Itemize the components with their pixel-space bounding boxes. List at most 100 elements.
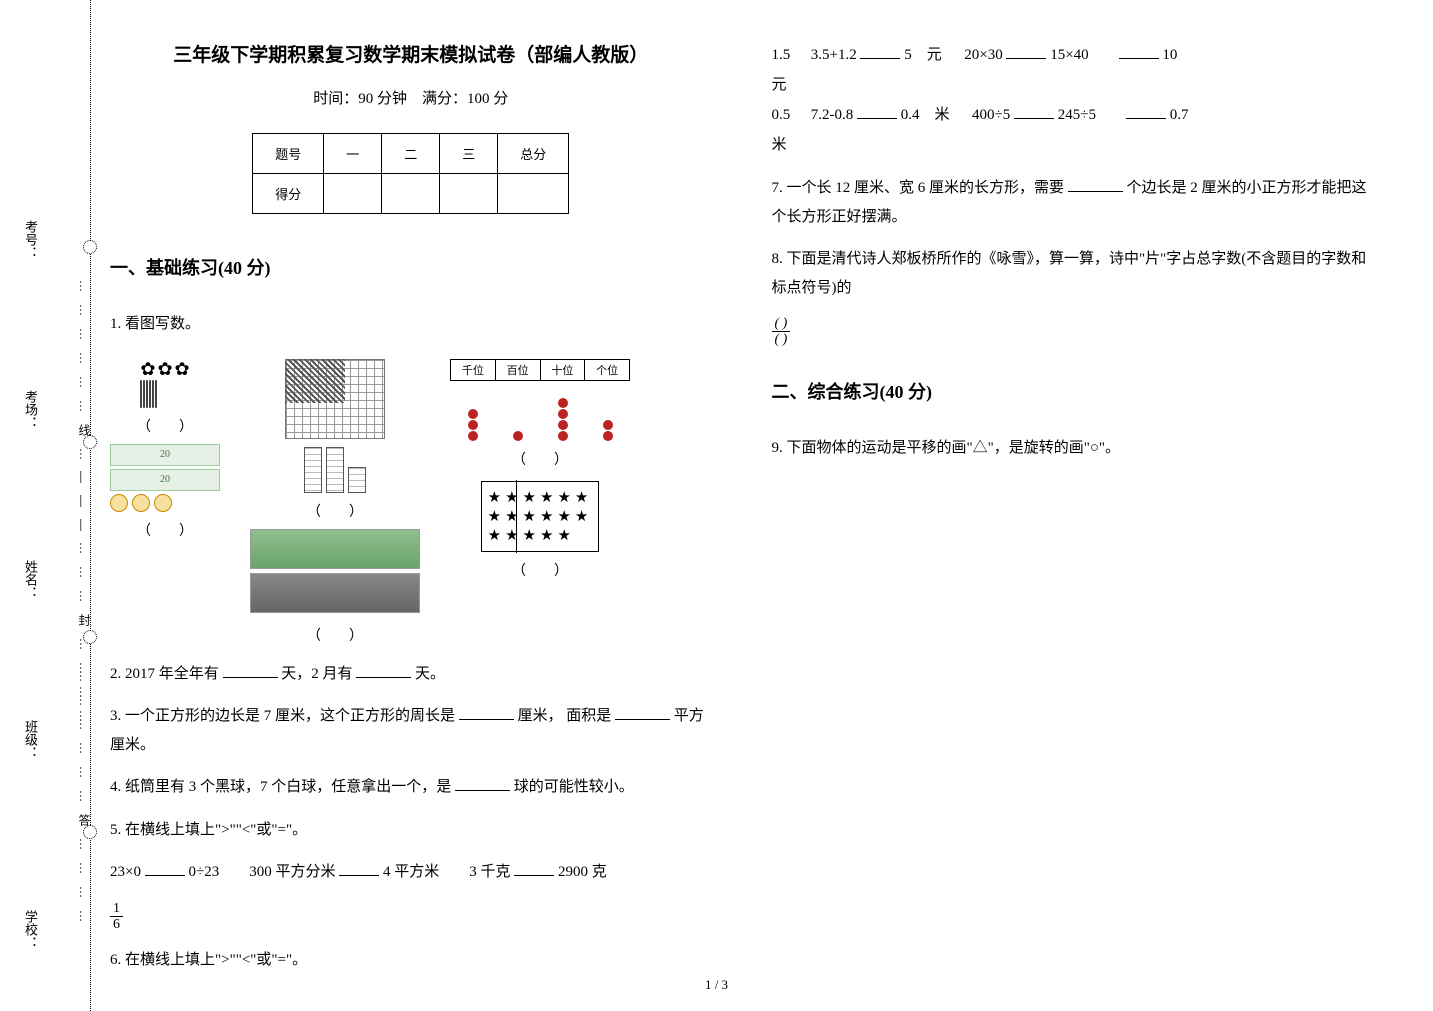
score-cell[interactable] xyxy=(498,174,569,214)
score-cell[interactable] xyxy=(382,174,440,214)
question-6-row1: 1.5元 3.5+1.2 5 元 20×30 15×40 10 xyxy=(772,40,1374,100)
section-heading-2: 二、综合练习(40 分) xyxy=(772,378,1374,404)
q3-text-b: 厘米， xyxy=(518,708,563,724)
place-label: 十位 xyxy=(541,360,586,380)
fraction[interactable]: ( ) ( ) xyxy=(772,316,791,348)
fill-blank[interactable] xyxy=(860,43,900,60)
question-8: 8. 下面是清代诗人郑板桥所作的《咏雪》，算一算，诗中"片"字占总字数(不含题目… xyxy=(772,245,1374,302)
star-row: ★★★★★★ xyxy=(488,488,593,507)
fill-blank[interactable] xyxy=(857,103,897,120)
paren-blank[interactable]: （ ） xyxy=(512,560,568,580)
spine-label-class: 班级： xyxy=(20,720,40,759)
q5-e: 3 千克 xyxy=(469,864,510,880)
fill-blank[interactable] xyxy=(339,860,379,877)
fill-blank[interactable] xyxy=(1068,176,1123,193)
coin-icon xyxy=(154,494,172,512)
q2-text-a: 2. 2017 年全年有 xyxy=(110,666,219,682)
fill-blank[interactable] xyxy=(1006,43,1046,60)
q1-figure-set: ✿ ✿ ✿ （ ） 20 20 （ ） xyxy=(110,359,712,645)
score-cell[interactable] xyxy=(324,174,382,214)
fraction-den[interactable]: ( ) xyxy=(772,332,791,347)
fill-blank[interactable] xyxy=(1119,43,1159,60)
q2-text-b: 天，2 月有 xyxy=(281,666,352,682)
place-label: 个位 xyxy=(585,360,629,380)
q6-c: 20×30 xyxy=(964,47,1002,63)
flower-row: ✿ ✿ ✿ xyxy=(140,359,189,380)
q2-text-c: 天。 xyxy=(415,666,445,682)
score-header-cell: 一 xyxy=(324,134,382,174)
spine-label-name: 姓名： xyxy=(20,560,40,599)
abacus-col xyxy=(495,381,540,441)
table-row: 得分 xyxy=(253,174,569,214)
table-row: 题号 一 二 三 总分 xyxy=(253,134,569,174)
q7-text-a: 7. 一个长 12 厘米、宽 6 厘米的长方形，需要 xyxy=(772,180,1065,196)
q6-av: 5 xyxy=(904,47,912,63)
fill-blank[interactable] xyxy=(459,704,514,721)
grid-shade xyxy=(285,359,345,403)
fill-blank[interactable] xyxy=(145,860,185,877)
fraction-num: 1 xyxy=(110,901,123,917)
q6-rest2: 7.2-0.8 0.4 米 400÷5 245÷5 0.7 xyxy=(800,100,1374,160)
panel-green xyxy=(250,529,420,569)
bead-icon xyxy=(558,409,568,419)
score-cell[interactable] xyxy=(440,174,498,214)
fill-blank[interactable] xyxy=(1126,103,1166,120)
fill-blank[interactable] xyxy=(223,661,278,678)
fraction-1-6: 1 6 xyxy=(110,901,712,933)
q4-text-b: 球的可能性较小。 xyxy=(514,779,634,795)
q6-ev: 0.4 xyxy=(901,107,920,123)
bill-20: 20 xyxy=(110,469,220,491)
paren-blank[interactable]: （ ） xyxy=(307,625,363,645)
question-6-row2: 0.5米 7.2-0.8 0.4 米 400÷5 245÷5 0.7 xyxy=(772,100,1374,160)
bead-icon xyxy=(558,431,568,441)
coin-row xyxy=(110,494,220,512)
fill-blank[interactable] xyxy=(356,661,411,678)
question-2: 2. 2017 年全年有 天，2 月有 天。 xyxy=(110,660,712,689)
tally-marks xyxy=(140,380,189,408)
q6-b: 元 xyxy=(927,47,942,63)
q6-left2: 0.5米 xyxy=(772,100,800,160)
question-6-head: 6. 在横线上填上">""<"或"="。 xyxy=(110,946,712,975)
spine-label-room: 考场： xyxy=(20,390,40,429)
star-row: ★★★★★ xyxy=(488,526,593,545)
panel-grey xyxy=(250,573,420,613)
grid-figure xyxy=(285,359,385,439)
score-header-cell: 总分 xyxy=(498,134,569,174)
page-content: 三年级下学期积累复习数学期末模拟试卷（部编人教版） 时间：90 分钟 满分：10… xyxy=(110,40,1373,991)
q3-text-a: 3. 一个正方形的边长是 7 厘米，这个正方形的周长是 xyxy=(110,708,455,724)
cube-icon xyxy=(326,447,344,493)
place-label: 百位 xyxy=(496,360,541,380)
place-label: 千位 xyxy=(451,360,496,380)
flower-icon: ✿ xyxy=(157,359,172,380)
place-header: 千位 百位 十位 个位 xyxy=(450,359,630,381)
exam-title: 三年级下学期积累复习数学期末模拟试卷（部编人教版） xyxy=(110,40,712,67)
q6-e: 7.2-0.8 xyxy=(811,107,854,123)
abacus-col xyxy=(540,381,585,441)
q6-f: 米 xyxy=(935,107,950,123)
cube-row xyxy=(304,447,366,493)
scene-panels xyxy=(250,529,420,617)
paren-blank[interactable]: （ ） xyxy=(137,416,193,436)
fraction-blank: ( ) ( ) xyxy=(772,316,1374,348)
paren-blank[interactable]: （ ） xyxy=(307,501,363,521)
bill-20: 20 xyxy=(110,444,220,466)
q6-h: 245÷5 xyxy=(1058,107,1096,123)
flower-icon: ✿ xyxy=(175,359,190,380)
flower-icon: ✿ xyxy=(140,359,155,380)
fill-blank[interactable] xyxy=(615,704,670,721)
bead-icon xyxy=(513,431,523,441)
fill-blank[interactable] xyxy=(514,860,554,877)
q6-d: 15×40 xyxy=(1050,47,1088,63)
fill-blank[interactable] xyxy=(455,775,510,792)
paren-blank[interactable]: （ ） xyxy=(137,520,193,540)
q5-c: 300 平方分米 xyxy=(249,864,335,880)
bead-icon xyxy=(558,420,568,430)
abacus xyxy=(450,381,630,441)
coin-icon xyxy=(132,494,150,512)
fraction: 1 6 xyxy=(110,901,123,933)
score-header-cell: 三 xyxy=(440,134,498,174)
paren-blank[interactable]: （ ） xyxy=(512,449,568,469)
fill-blank[interactable] xyxy=(1014,103,1054,120)
money-stack: 20 20 xyxy=(110,444,220,512)
fraction-num[interactable]: ( ) xyxy=(772,316,791,332)
